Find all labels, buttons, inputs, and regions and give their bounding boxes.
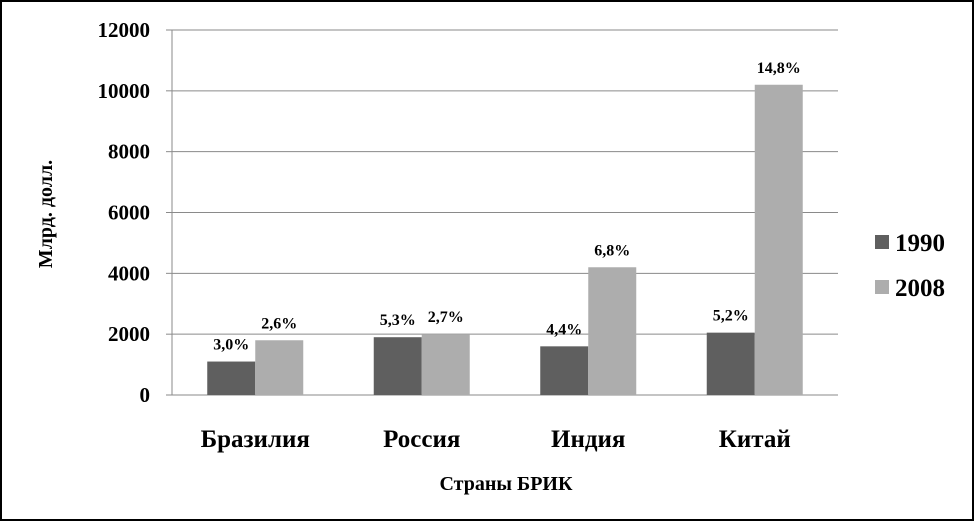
x-axis-title: Страны БРИК: [439, 473, 573, 495]
bar-1990-3: [706, 332, 755, 395]
y-axis-title: Млрд. долл.: [35, 160, 57, 268]
data-label-1990-1: 5,3%: [380, 312, 416, 329]
bar-2008-3: [754, 84, 803, 395]
data-label-2008-2: 6,8%: [594, 242, 630, 259]
data-label-1990-2: 4,4%: [546, 321, 582, 338]
data-label-1990-0: 3,0%: [213, 337, 249, 354]
bar-1990-0: [207, 361, 256, 395]
y-tick-label: 0: [140, 383, 151, 407]
data-label-2008-0: 2,6%: [261, 315, 297, 332]
category-label-3: Китай: [719, 426, 791, 453]
y-tick-label: 4000: [108, 261, 150, 285]
data-label-2008-1: 2,7%: [428, 309, 464, 326]
bar-2008-2: [588, 267, 637, 395]
category-labels: Бразилия Россия Индия Китай: [201, 426, 791, 453]
bar-2008-0: [255, 340, 304, 395]
y-tick-labels: 0 2000 4000 6000 8000 10000 12000: [98, 18, 151, 407]
data-label-1990-3: 5,2%: [713, 308, 749, 325]
legend-label-1990: 1990: [895, 230, 945, 257]
y-tick-label: 2000: [108, 322, 150, 346]
category-label-0: Бразилия: [201, 426, 310, 453]
y-tick-label: 12000: [98, 18, 151, 42]
legend-label-2008: 2008: [895, 275, 945, 302]
category-label-2: Индия: [551, 426, 625, 453]
bars: [207, 84, 803, 395]
category-label-1: Россия: [383, 426, 460, 453]
y-tick-label: 10000: [98, 79, 151, 103]
data-label-2008-3: 14,8%: [757, 60, 801, 77]
bar-2008-1: [421, 334, 470, 395]
legend-swatch-1990: [875, 235, 889, 249]
y-tick-label: 8000: [108, 140, 150, 164]
gridlines: [166, 29, 838, 396]
data-labels: 3,0% 2,6% 5,3% 2,7% 4,4% 6,8% 5,2% 14,8%: [213, 60, 801, 354]
y-tick-label: 6000: [108, 201, 150, 225]
legend-swatch-2008: [875, 280, 889, 294]
bar-1990-2: [540, 346, 589, 395]
legend: 1990 2008: [875, 230, 945, 302]
bar-1990-1: [373, 337, 422, 395]
